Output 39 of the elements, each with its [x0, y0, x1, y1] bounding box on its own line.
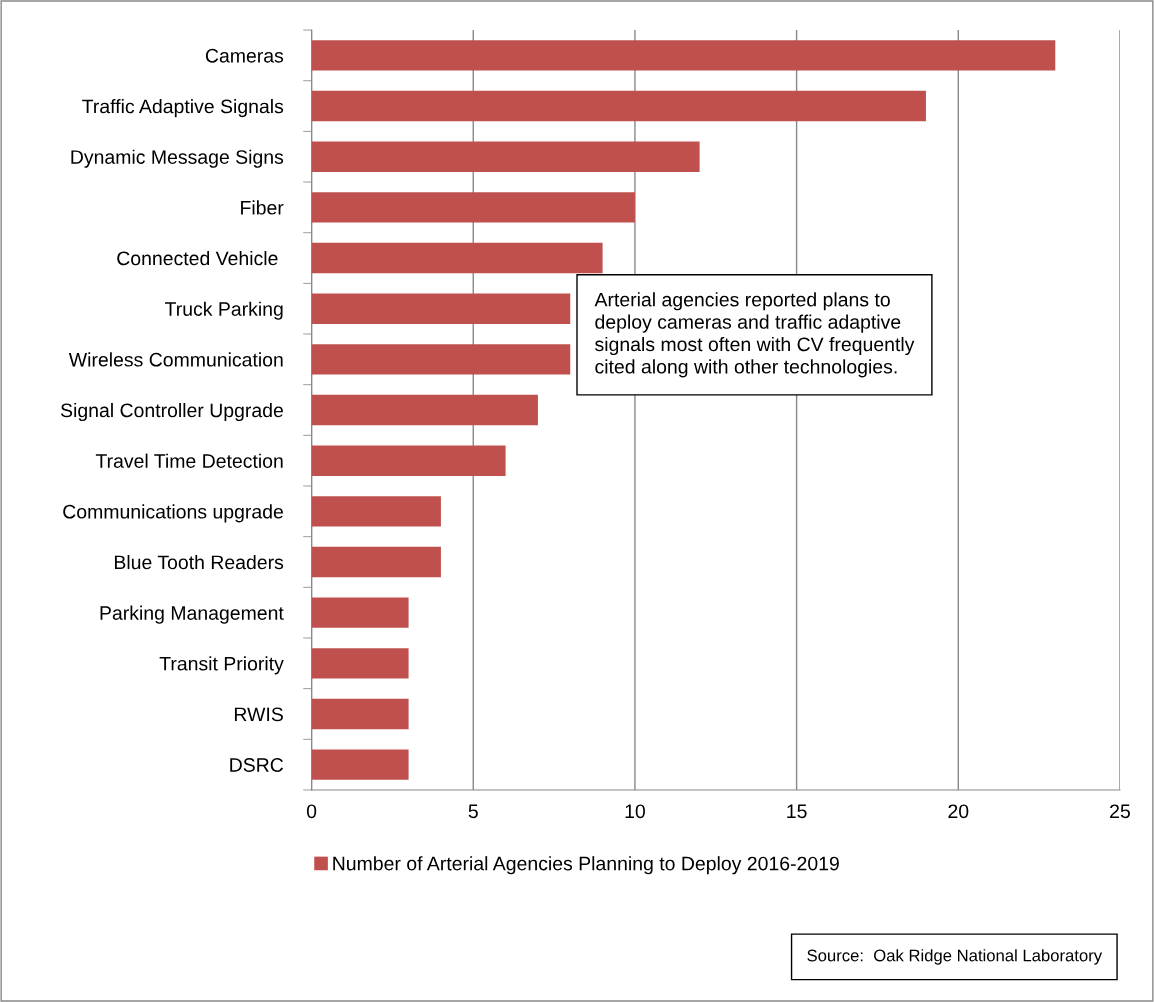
- y-tick-label: Connected Vehicle: [117, 250, 278, 266]
- bar: [311, 496, 441, 527]
- bar: [311, 192, 635, 223]
- bar: [311, 40, 1056, 71]
- bar: [311, 749, 409, 780]
- source-note: Source: Oak Ridge National Laboratory: [807, 949, 1103, 965]
- legend-label: Number of Arterial Agencies Planning to Deploy 2016-2019: [333, 856, 839, 875]
- bar: [311, 546, 441, 578]
- bar: [311, 344, 571, 375]
- x-tick-label: 0: [306, 804, 317, 819]
- bar: [311, 698, 409, 730]
- bar: [311, 445, 506, 476]
- x-tick-label: 15: [787, 804, 807, 819]
- y-tick-label: Wireless Communication: [68, 352, 283, 367]
- bar: [311, 394, 538, 426]
- y-tick-label: Truck Parking: [165, 301, 283, 320]
- y-tick-label: Communications upgrade: [63, 504, 283, 523]
- y-tick-label: DSRC: [230, 758, 284, 772]
- bar: [311, 242, 603, 274]
- bar: [311, 141, 700, 172]
- bar: [311, 597, 409, 628]
- bar: [311, 293, 571, 324]
- y-tick-label: Blue Tooth Readers: [114, 554, 284, 570]
- y-tick-label: Fiber: [241, 200, 284, 215]
- x-tick-label: 20: [948, 804, 969, 819]
- y-tick-label: Cameras: [205, 48, 284, 63]
- y-tick-label: Travel Time Detection: [95, 453, 283, 468]
- x-tick-label: 10: [625, 804, 645, 819]
- y-tick-label: Dynamic Message Signs: [71, 149, 284, 168]
- y-tick-label: Traffic Adaptive Signals: [82, 99, 284, 118]
- y-tick-label: Parking Management: [100, 605, 284, 624]
- x-tick-label: 5: [468, 804, 478, 819]
- y-tick-label: Signal Controller Upgrade: [60, 402, 283, 422]
- y-tick-label: RWIS: [234, 707, 283, 722]
- bar: [311, 648, 409, 679]
- y-tick-label: Transit Priority: [159, 656, 284, 675]
- x-tick-label: 25: [1110, 804, 1130, 819]
- bar: [311, 90, 926, 122]
- annotation: Arterial agencies reported plans to deploy cameras and traffic adaptive signals most often with CV frequently cited along with other technologies.: [594, 292, 915, 378]
